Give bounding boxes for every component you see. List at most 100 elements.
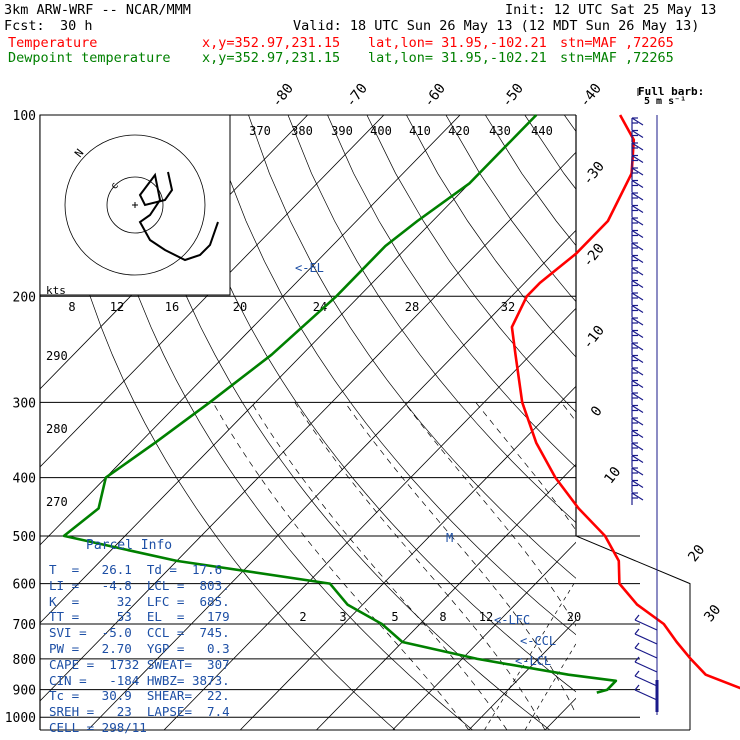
- dry-adiabat: [722, 115, 740, 730]
- isotherm-line: [87, 229, 576, 730]
- barb-shaft: [631, 479, 644, 489]
- profile-series: [62, 114, 740, 694]
- dry-adiabat: [208, 115, 576, 636]
- barb-shaft: [631, 342, 644, 351]
- barb-shaft: [634, 689, 658, 701]
- moist-adiabat: [404, 402, 576, 627]
- wind-barb: [631, 317, 644, 330]
- dry-adiabat: [129, 115, 551, 730]
- wind-barb: [631, 354, 644, 368]
- isotherm-line: [697, 115, 740, 730]
- barb-shaft: [634, 675, 658, 687]
- isotherm-label: -60: [421, 81, 449, 111]
- chart-annotations: <-EL <-LFC <-CCL <-LCL M Full barb:5 m s⁻¹: [295, 85, 704, 668]
- pressure-label: 900: [13, 684, 36, 699]
- parcel-info-row: LI = -4.8 LCL = 803.: [49, 577, 230, 593]
- dry-adiabat: [287, 115, 576, 524]
- moist-adiabat: [212, 402, 470, 730]
- barb-shaft: [634, 633, 658, 645]
- barb-shaft: [631, 142, 644, 151]
- hodograph-ring: [106, 176, 164, 234]
- barb-flag: [634, 656, 640, 663]
- isotherm-label: 0: [588, 403, 606, 419]
- level-marker: <-CCL: [520, 634, 556, 648]
- theta-label: 400: [370, 124, 392, 138]
- wind-barb: [634, 656, 658, 673]
- wind-barb: [631, 242, 644, 255]
- dry-adiabat: [643, 115, 740, 730]
- theta-label: 440: [531, 124, 553, 138]
- dewpoint-legend: Dewpoint temperature: [8, 50, 171, 66]
- wind-barb: [631, 204, 644, 218]
- barb-shaft: [634, 661, 658, 673]
- dry-adiabat: [248, 115, 576, 579]
- isotherm-line: [239, 385, 576, 730]
- dry-adiabat: [445, 115, 576, 303]
- hodograph: Nc: [39, 114, 231, 296]
- dewpoint-xy: x,y=352.97,231.15: [202, 50, 341, 66]
- isotherm-label: 30: [701, 602, 724, 625]
- wind-key-unit: 5 m s⁻¹: [644, 96, 686, 107]
- theta-label: 430: [489, 124, 511, 138]
- barb-shaft: [631, 217, 644, 226]
- theta-label: 420: [448, 124, 470, 138]
- barb-flag: [634, 628, 640, 635]
- hodograph-speed-tick: 20: [233, 300, 247, 314]
- wind-barb: [631, 329, 644, 343]
- barb-shaft: [631, 229, 644, 239]
- barb-shaft: [631, 367, 644, 376]
- wind-barb: [634, 642, 658, 659]
- isotherm-label: -10: [580, 323, 608, 353]
- barb-shaft: [631, 292, 644, 301]
- wind-barb: [631, 279, 644, 293]
- pressure-label: 1000: [5, 711, 36, 726]
- dry-adiabat-label: 270: [46, 495, 68, 509]
- frame-right-lower: [575, 535, 691, 730]
- barb-shaft: [631, 154, 644, 164]
- wind-barb: [631, 229, 644, 243]
- dry-adiabat: [564, 115, 576, 132]
- wind-barb: [631, 192, 644, 205]
- isotherm-line: [40, 151, 576, 702]
- wind-barb: [631, 167, 644, 180]
- dewpoint-profile: [62, 114, 618, 694]
- temperature-station: stn=MAF ,72265: [560, 35, 674, 51]
- barb-shaft: [631, 267, 644, 276]
- barb-flag: [634, 684, 640, 691]
- dewpoint-station: stn=MAF ,72265: [560, 50, 674, 66]
- barb-shaft: [631, 392, 644, 401]
- pressure-label: 800: [13, 653, 36, 668]
- wind-barb: [631, 267, 644, 280]
- isotherm-label: -80: [269, 81, 297, 111]
- isotherm-label: -40: [577, 81, 605, 111]
- barb-flag: [634, 670, 640, 677]
- dry-adiabat: [327, 115, 576, 468]
- isotherm-line: [392, 541, 576, 730]
- parcel-info-row: SREH = 23 LAPSE= 7.4: [49, 704, 230, 720]
- wind-barb: [631, 429, 644, 443]
- init-time: Init: 12 UTC Sat 25 May 13: [505, 2, 717, 18]
- dry-adiabat-label: 290: [46, 349, 68, 363]
- wind-barb: [631, 292, 644, 305]
- barb-shaft: [631, 167, 644, 176]
- wind-barb: [631, 404, 644, 418]
- barb-shaft: [631, 417, 644, 426]
- barb-shaft: [634, 619, 658, 631]
- wind-barb: [631, 154, 644, 168]
- hodograph-label: c: [109, 180, 121, 192]
- barb-shaft: [631, 204, 644, 214]
- hodograph-speed-tick: 16: [165, 300, 179, 314]
- parcel-info-panel: Parcel Info T = 26.1 Td = 17.6 LI = -4.8 …: [40, 538, 230, 735]
- pressure-label: 600: [13, 578, 36, 593]
- hodograph-ring: [64, 134, 206, 276]
- hodograph-speed-tick: 24: [313, 300, 327, 314]
- barb-shaft: [631, 304, 644, 314]
- barb-flag: [634, 614, 640, 621]
- wind-barb: [631, 454, 644, 468]
- barb-shaft: [631, 404, 644, 414]
- wind-barb: [631, 142, 644, 155]
- level-marker: M: [446, 531, 453, 545]
- pressure-label: 300: [13, 396, 36, 411]
- dry-adiabat: [169, 115, 576, 693]
